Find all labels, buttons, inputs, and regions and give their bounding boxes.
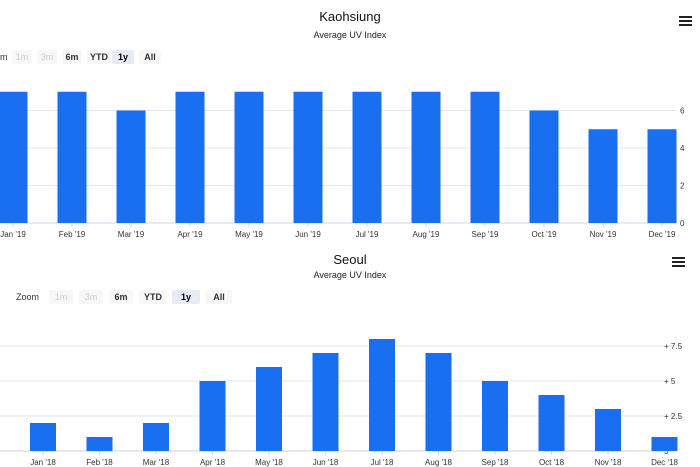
chart-subtitle: Average UV Index xyxy=(313,30,387,40)
y-tick-label: + 5 xyxy=(664,377,676,386)
x-tick-label: Feb '19 xyxy=(59,230,86,239)
y-tick-label: 2 xyxy=(680,182,685,191)
bar-jul-18 xyxy=(369,339,395,451)
x-tick-label: Apr '19 xyxy=(177,230,203,239)
x-tick-label: Aug '18 xyxy=(425,458,452,467)
bar-oct-19 xyxy=(529,110,559,223)
y-tick-label: 6 xyxy=(680,107,685,116)
chart-subtitle: Average UV Index xyxy=(313,270,387,280)
range-selector-label: Zoom xyxy=(16,292,40,302)
x-tick-label: Mar '18 xyxy=(143,458,170,467)
range-button-6m[interactable]: 6m xyxy=(109,290,133,304)
range-button-1m[interactable]: 1m xyxy=(49,290,73,304)
range-button-1y[interactable]: 1y xyxy=(112,50,134,64)
bar-apr-19 xyxy=(175,91,205,223)
bar-aug-18 xyxy=(425,353,452,451)
bar-sep-18 xyxy=(482,381,508,451)
x-tick-label: Nov '19 xyxy=(590,230,617,239)
x-tick-label: Jun '18 xyxy=(313,458,339,467)
x-tick-label: Jan '19 xyxy=(0,230,26,239)
y-tick-label: 4 xyxy=(680,144,685,153)
bar-sep-19 xyxy=(470,91,500,223)
range-button-all[interactable]: All xyxy=(206,290,232,304)
seoul-chart-panel: Seoul Average UV Index Zoom 1m 3m 6m YTD 1y A… xyxy=(0,243,700,467)
x-tick-label: Oct '18 xyxy=(539,458,565,467)
bar-nov-18 xyxy=(595,409,621,451)
x-tick-label: Nov '18 xyxy=(595,458,622,467)
bar-nov-19 xyxy=(588,129,618,223)
kaohsiung-chart-panel: Kaohsiung Average UV Index m 1m 3m 6m YTD 1y… xyxy=(0,9,692,239)
bar-mar-18 xyxy=(143,423,169,451)
x-tick-label: Jul '18 xyxy=(371,458,394,467)
x-tick-label: Dec '19 xyxy=(649,230,676,239)
kaohsiung-bar-chart: 0 2 4 6 Jan '19 Feb '19 Mar '19 Apr '19 May '19 J… xyxy=(0,91,685,239)
bar-dec-18 xyxy=(651,437,678,451)
bar-jun-19 xyxy=(293,91,323,223)
bar-feb-18 xyxy=(86,437,113,451)
range-selector: m 1m 3m 6m YTD 1y All xyxy=(0,50,170,64)
range-button-3m[interactable]: 3m xyxy=(37,50,57,64)
bar-jul-19 xyxy=(352,91,382,223)
x-tick-label: Sep '18 xyxy=(482,458,509,467)
range-button-1m[interactable]: 1m xyxy=(12,50,32,64)
y-tick-label: + 7.5 xyxy=(664,342,683,351)
hamburger-menu-icon[interactable] xyxy=(679,16,692,26)
bar-may-19 xyxy=(234,91,264,223)
bar-oct-18 xyxy=(538,395,565,451)
range-button-ytd[interactable]: YTD xyxy=(139,290,167,304)
range-selector-label: m xyxy=(0,52,8,62)
x-tick-label: Sep '19 xyxy=(472,230,499,239)
bar-jun-18 xyxy=(312,353,339,451)
x-tick-label: Oct '19 xyxy=(531,230,557,239)
bar-apr-18 xyxy=(199,381,226,451)
bar-feb-19 xyxy=(57,91,87,223)
range-button-6m[interactable]: 6m xyxy=(62,50,82,64)
y-tick-label: + 2.5 xyxy=(664,412,683,421)
bar-jan-18 xyxy=(30,423,56,451)
bar-jan-19 xyxy=(0,91,28,223)
bar-mar-19 xyxy=(116,110,146,223)
x-tick-label: Jul '19 xyxy=(356,230,379,239)
range-button-all[interactable]: All xyxy=(139,50,161,64)
x-tick-label: May '18 xyxy=(255,458,283,467)
x-tick-label: Mar '19 xyxy=(118,230,145,239)
x-tick-label: May '19 xyxy=(235,230,263,239)
range-button-1y[interactable]: 1y xyxy=(172,290,200,304)
y-tick-label: 0 xyxy=(680,219,685,228)
range-button-ytd[interactable]: YTD xyxy=(87,50,111,64)
x-tick-label: Jan '18 xyxy=(30,458,56,467)
chart-title: Seoul xyxy=(333,252,367,267)
x-tick-label: Aug '19 xyxy=(413,230,440,239)
x-tick-label: Feb '18 xyxy=(86,458,113,467)
chart-title: Kaohsiung xyxy=(319,9,381,24)
x-tick-label: Apr '18 xyxy=(200,458,226,467)
range-selector: Zoom 1m 3m 6m YTD 1y All xyxy=(16,290,236,304)
range-button-3m[interactable]: 3m xyxy=(79,290,103,304)
x-tick-label: Jun '19 xyxy=(295,230,321,239)
x-tick-label: Dec '18 xyxy=(651,458,678,467)
hamburger-menu-icon[interactable] xyxy=(672,257,685,267)
bar-aug-19 xyxy=(411,91,441,223)
bar-dec-19 xyxy=(647,129,677,223)
bar-may-18 xyxy=(256,367,282,451)
